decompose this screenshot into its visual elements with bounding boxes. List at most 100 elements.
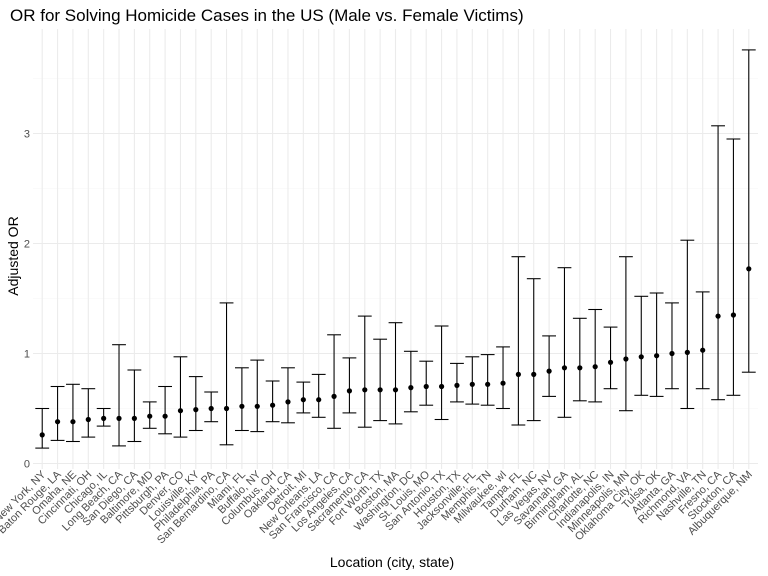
error-bar [450,362,464,403]
error-bar [188,376,203,432]
data-point [254,403,260,409]
data-point [147,413,153,419]
data-point [316,397,322,403]
data-point [423,383,429,390]
data-point [193,407,199,413]
data-point [500,380,506,386]
error-bar [526,278,541,422]
data-point [684,349,690,355]
error-bars [35,49,756,449]
data-point [515,371,521,377]
data-point [669,350,675,357]
data-point [223,405,230,412]
error-bar [357,315,372,428]
error-bar [480,354,495,406]
data-point [531,371,537,377]
data-point [362,387,368,393]
error-bar [373,338,388,422]
error-bar [434,325,449,421]
x-axis-title: Location (city, state) [330,554,454,570]
error-bar [250,359,265,433]
data-points [39,266,752,438]
error-bar [542,335,557,397]
data-point [70,419,76,425]
y-tick-label: 0 [24,459,30,471]
data-point [638,354,644,360]
error-bar [66,383,80,443]
data-point [39,432,45,438]
error-bar [281,367,295,424]
error-bar [112,344,126,447]
error-bar [680,239,695,410]
error-bar [158,385,173,435]
error-bar [711,125,725,401]
y-tick-label: 1 [24,349,30,361]
error-bar [342,357,357,414]
data-point [577,365,583,371]
data-point [469,381,475,387]
data-point [592,364,598,370]
data-point [607,359,614,365]
data-point [54,419,61,425]
data-point [392,387,399,393]
data-point [177,408,184,414]
error-bar [311,373,326,418]
error-bar [665,302,679,390]
error-bar [219,302,234,446]
error-bar [649,292,664,397]
data-point [346,388,353,394]
chart-title: OR for Solving Homicide Cases in the US … [10,6,524,25]
data-point [300,397,306,403]
error-bar [634,295,649,396]
data-point [131,415,137,421]
error-bar [35,407,50,449]
error-bar [741,49,756,373]
error-bar [588,308,603,403]
data-point [285,399,291,405]
data-point [438,383,445,390]
error-bar [419,360,434,406]
data-point [408,385,414,391]
data-point [623,356,629,362]
data-point [162,413,168,419]
error-bar [618,256,633,412]
error-bar [511,256,526,426]
y-tick-labels: 0 1 2 3 [24,129,30,471]
error-bar [388,322,403,425]
data-point [485,381,491,387]
data-point [85,416,91,423]
error-bar [695,291,710,390]
error-bar [726,138,741,396]
error-bar [81,388,96,438]
error-bar [327,334,341,429]
data-point [715,313,721,319]
error-bar [496,346,510,410]
error-bar [50,385,65,441]
error-bar [265,380,280,423]
data-point [331,393,337,399]
data-point [746,266,752,272]
data-point [239,403,245,409]
data-point [561,365,568,371]
error-bar [603,326,618,390]
error-bar [557,267,572,418]
data-point [654,353,660,359]
data-point [454,382,460,388]
data-point [101,415,107,421]
data-point [116,415,122,421]
error-bar [572,317,587,402]
y-tick-label: 2 [24,239,30,251]
data-point [377,387,383,393]
data-point [546,368,552,374]
error-bar [173,356,188,438]
data-point [270,402,276,408]
y-tick-label: 3 [24,129,30,141]
data-point [208,405,214,412]
error-bar [465,356,480,405]
error-bar [403,350,418,413]
error-bar [234,367,249,432]
error-bar [127,369,142,443]
data-point [700,347,706,353]
